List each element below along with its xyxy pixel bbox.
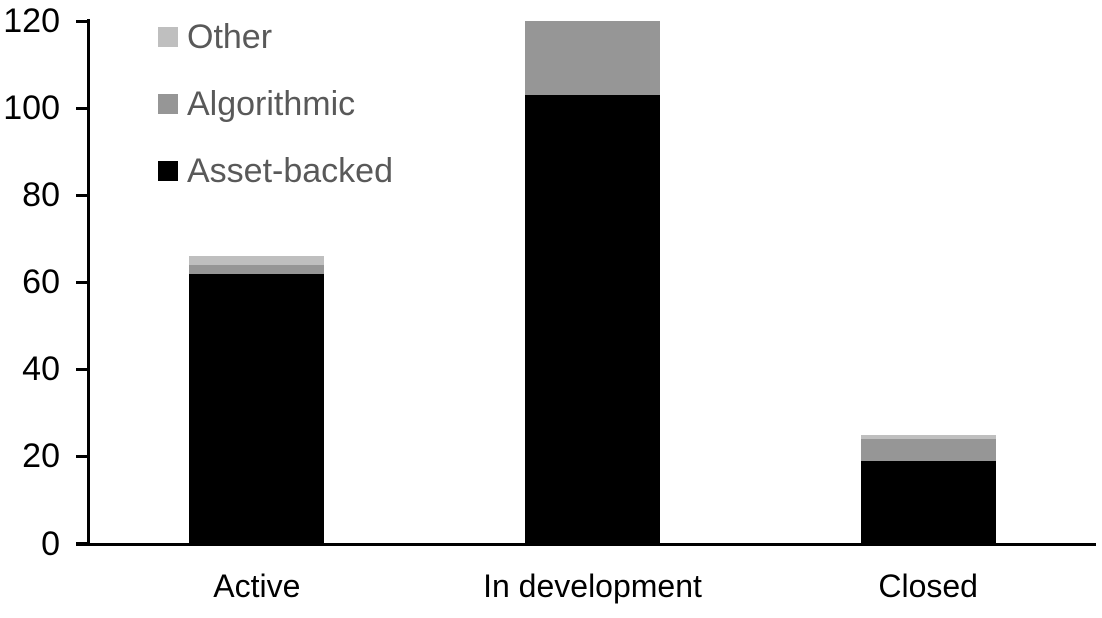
- legend-swatch-other-icon: [158, 27, 178, 47]
- x-category-label: Closed: [878, 568, 978, 604]
- y-axis-tick: [76, 367, 89, 371]
- bar-segment-asset-backed: [860, 460, 996, 544]
- bar-segment-algorithmic: [189, 264, 325, 274]
- x-axis-line: [76, 543, 1096, 546]
- legend-swatch-algorithmic-icon: [158, 94, 178, 114]
- y-axis-tick: [76, 454, 89, 458]
- y-axis-tick: [76, 193, 89, 197]
- bar-segment-other: [189, 256, 325, 265]
- legend-item-other: Other: [158, 19, 393, 55]
- legend-label-asset-backed: Asset-backed: [187, 152, 393, 190]
- y-tick-label: 40: [22, 350, 60, 389]
- y-axis-tick: [76, 106, 89, 110]
- y-axis-tick: [76, 542, 89, 545]
- bar-segment-other: [860, 434, 996, 439]
- legend-label-algorithmic: Algorithmic: [187, 85, 356, 123]
- bar-segment-algorithmic: [860, 439, 996, 461]
- x-category-label: Active: [213, 568, 301, 604]
- y-tick-label: 60: [22, 263, 60, 302]
- y-tick-label: 80: [22, 176, 60, 215]
- legend-item-asset-backed: Asset-backed: [158, 153, 393, 189]
- legend-label-other: Other: [187, 18, 273, 56]
- legend: Other Algorithmic Asset-backed: [158, 19, 393, 220]
- y-tick-label: 120: [3, 2, 60, 41]
- y-axis-tick: [76, 280, 89, 284]
- y-tick-label: 100: [3, 89, 60, 128]
- x-category-label: In development: [483, 568, 702, 604]
- bar-segment-asset-backed: [525, 95, 660, 544]
- legend-swatch-asset-backed-icon: [158, 161, 178, 181]
- legend-item-algorithmic: Algorithmic: [158, 86, 393, 122]
- bar-segment-asset-backed: [189, 273, 325, 544]
- y-tick-label: 20: [22, 437, 60, 476]
- y-axis-tick: [76, 19, 89, 23]
- y-tick-label: 0: [41, 524, 60, 563]
- bar-segment-algorithmic: [525, 21, 660, 96]
